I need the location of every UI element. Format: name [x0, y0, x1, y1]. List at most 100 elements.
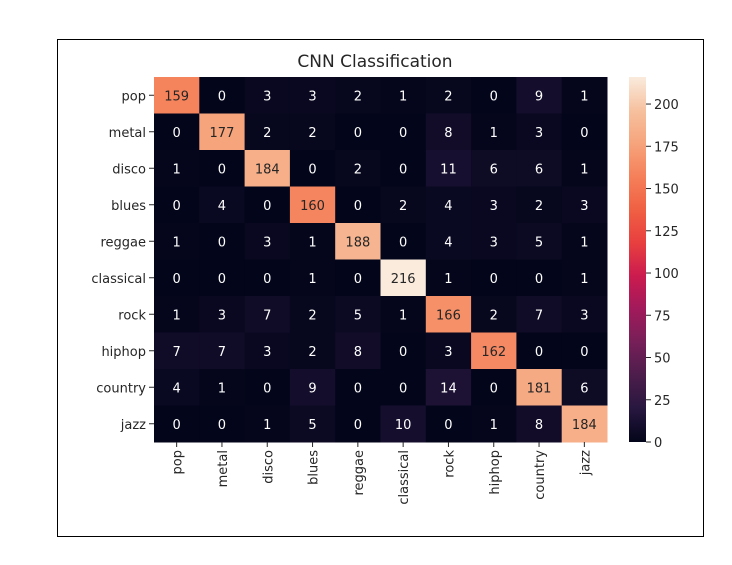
colorbar-tick-label: 50	[654, 352, 671, 367]
cell-value-label: 0	[263, 199, 271, 214]
cell-value-label: 0	[173, 126, 181, 141]
cell-value-label: 5	[308, 418, 316, 433]
cell-value-label: 7	[263, 308, 271, 323]
heatmap-cell	[516, 405, 563, 443]
heatmap-cell	[244, 332, 291, 370]
heatmap-cell	[380, 259, 427, 297]
cell-value-label: 2	[444, 89, 452, 104]
cell-value-label: 4	[444, 199, 452, 214]
cell-value-label: 1	[173, 235, 181, 250]
cell-value-label: 6	[535, 162, 543, 177]
colorbar-tick-label: 125	[654, 225, 679, 240]
row-label-disco: disco	[112, 162, 146, 177]
heatmap-cell	[335, 113, 381, 151]
cell-value-label: 3	[263, 89, 271, 104]
cell-value-label: 162	[481, 345, 506, 360]
cell-value-label: 0	[580, 126, 588, 141]
cell-value-label: 1	[263, 418, 271, 433]
heatmap-cell	[561, 113, 608, 151]
cell-value-label: 2	[354, 89, 362, 104]
heatmap-cell	[471, 223, 517, 260]
cell-value-label: 166	[436, 308, 461, 323]
cell-value-label: 3	[535, 126, 543, 141]
heatmap-cell	[154, 405, 200, 443]
row-label-country: country	[96, 381, 146, 396]
heatmap-cell	[425, 186, 472, 224]
cell-value-label: 0	[444, 418, 452, 433]
cell-value-label: 184	[572, 418, 597, 433]
heatmap-cell	[425, 113, 472, 151]
heatmap-cell	[154, 77, 200, 114]
cell-value-label: 3	[444, 345, 452, 360]
heatmap-cell	[425, 150, 472, 187]
heatmap-cell	[380, 223, 427, 260]
heatmap-cell	[516, 77, 563, 114]
cell-value-label: 4	[173, 381, 181, 396]
cell-value-label: 1	[490, 126, 498, 141]
heatmap-cell	[154, 296, 200, 333]
cell-value-label: 9	[535, 89, 543, 104]
row-label-pop: pop	[122, 89, 146, 104]
cell-value-label: 1	[173, 162, 181, 177]
heatmap-cell	[516, 223, 563, 260]
heatmap-cell	[154, 369, 200, 406]
col-label-rock: rock	[442, 450, 457, 478]
heatmap-cell	[516, 150, 563, 187]
heatmap-cell	[471, 186, 517, 224]
heatmap-cell	[154, 113, 200, 151]
heatmap-cell	[199, 77, 246, 114]
heatmap-cell	[244, 186, 291, 224]
heatmap-cell	[561, 296, 608, 333]
colorbar-tick-label: 200	[654, 98, 679, 113]
colorbar	[629, 77, 646, 442]
heatmap-cell	[244, 369, 291, 406]
heatmap-cell	[335, 186, 381, 224]
cell-value-label: 1	[308, 235, 316, 250]
heatmap-cell	[335, 369, 381, 406]
cell-value-label: 4	[218, 199, 226, 214]
cell-value-label: 3	[308, 89, 316, 104]
cell-value-label: 1	[173, 308, 181, 323]
cell-value-label: 0	[399, 345, 407, 360]
heatmap-cell	[561, 259, 608, 297]
row-label-hiphop: hiphop	[101, 345, 146, 360]
heatmap-cell	[199, 259, 246, 297]
cell-value-label: 0	[308, 162, 316, 177]
heatmap-cell	[471, 296, 517, 333]
heatmap-cell	[244, 296, 291, 333]
cell-value-label: 0	[354, 126, 362, 141]
cell-value-label: 2	[308, 308, 316, 323]
cell-value-label: 1	[490, 418, 498, 433]
heatmap-cell	[199, 223, 246, 260]
heatmap-cell	[335, 296, 381, 333]
heatmap-cell	[471, 332, 517, 370]
cell-value-label: 2	[308, 345, 316, 360]
cell-value-label: 2	[308, 126, 316, 141]
cell-value-label: 1	[218, 381, 226, 396]
cell-value-label: 1	[444, 272, 452, 287]
cell-value-label: 188	[345, 235, 370, 250]
cell-value-label: 1	[308, 272, 316, 287]
heatmap-cell	[289, 223, 336, 260]
heatmap-cell	[244, 113, 291, 151]
heatmap-cell	[561, 186, 608, 224]
row-label-classical: classical	[91, 272, 146, 287]
heatmap-cell	[289, 77, 336, 114]
col-label-classical: classical	[397, 450, 412, 505]
cell-value-label: 177	[210, 126, 235, 141]
heatmap-cell	[199, 150, 246, 187]
heatmap-cell	[516, 259, 563, 297]
heatmap-cell	[289, 186, 336, 224]
cell-value-label: 7	[535, 308, 543, 323]
heatmap-cell	[289, 150, 336, 187]
cell-value-label: 0	[535, 345, 543, 360]
heatmap-cell	[561, 150, 608, 187]
col-label-pop: pop	[171, 450, 186, 474]
colorbar-tick-label: 75	[654, 309, 671, 324]
heatmap-cell	[471, 77, 517, 114]
heatmap-cell	[244, 405, 291, 443]
heatmap-cell	[289, 296, 336, 333]
heatmap-cell	[380, 77, 427, 114]
cell-value-label: 0	[354, 199, 362, 214]
heatmap-cell	[244, 259, 291, 297]
